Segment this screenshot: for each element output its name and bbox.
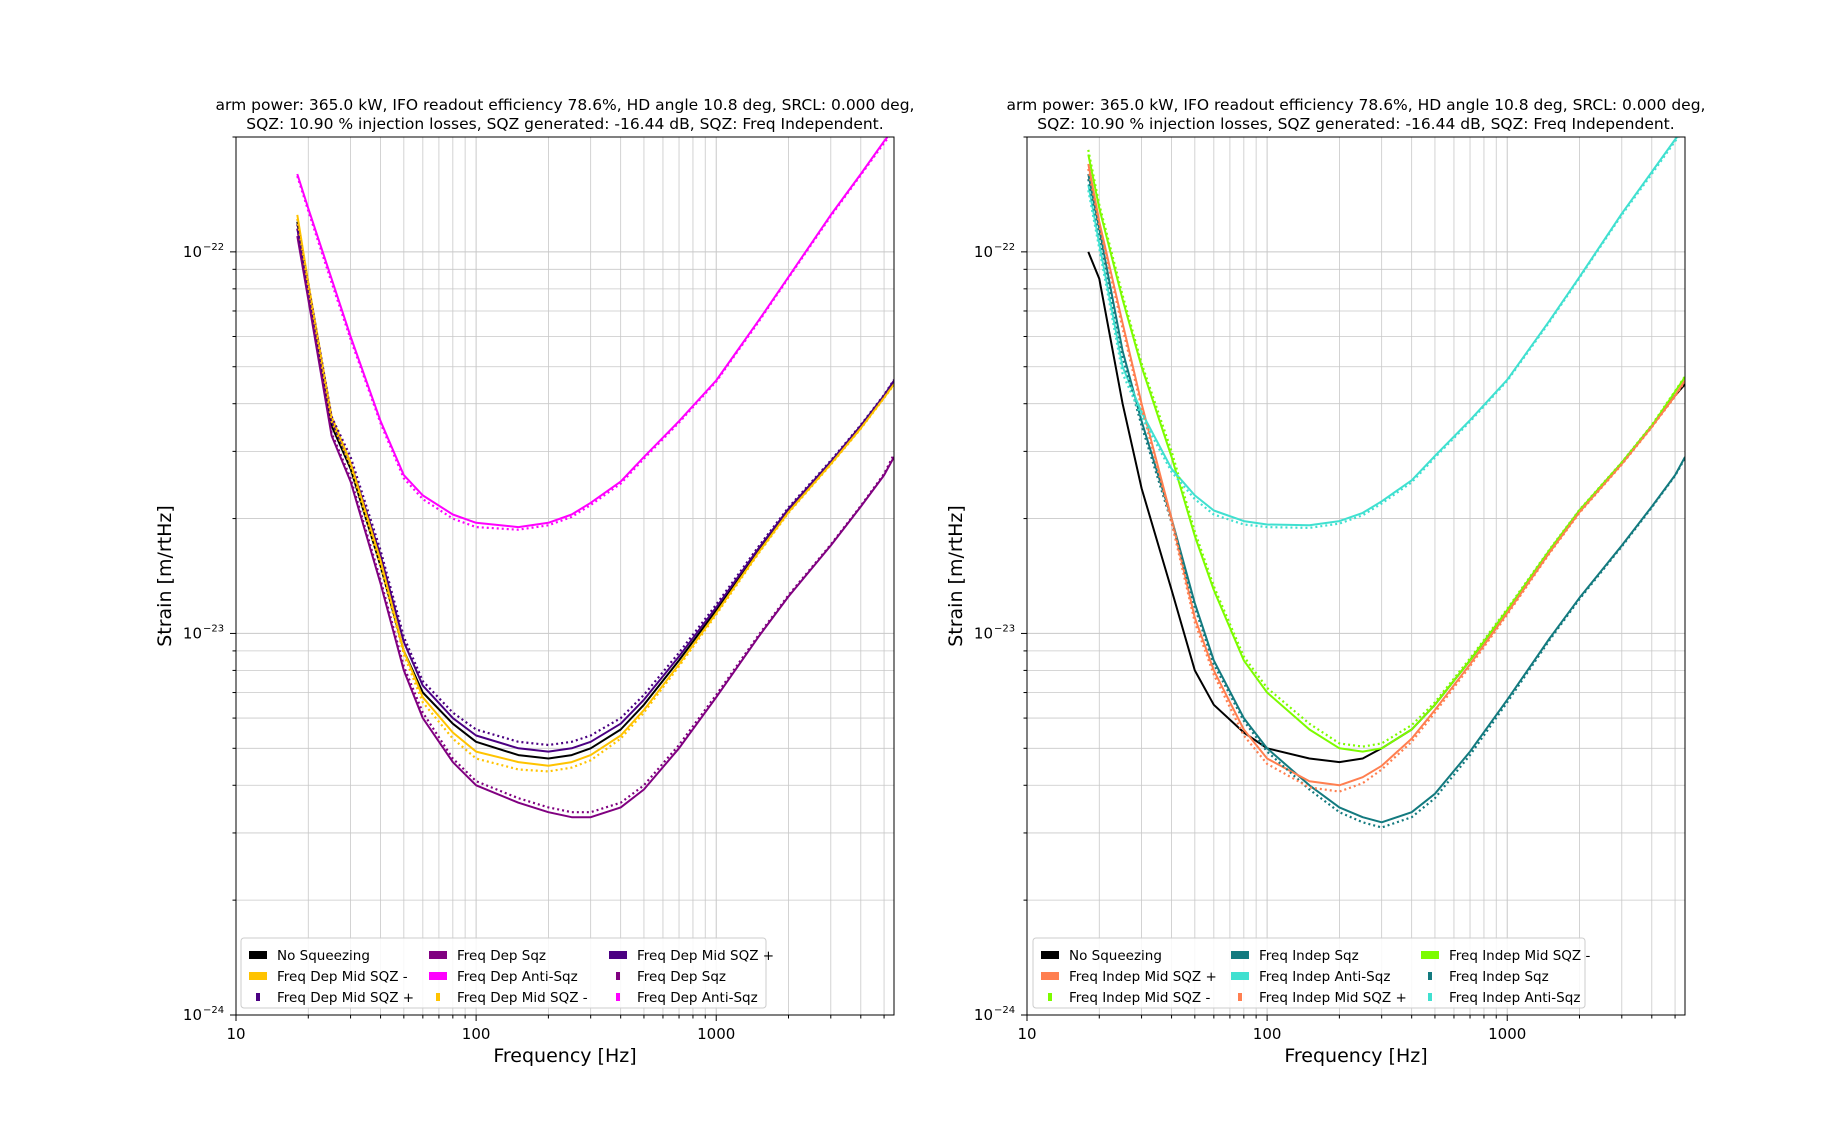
series-line <box>296 218 894 773</box>
legend-label: Freq Indep Mid SQZ - <box>1069 990 1210 1006</box>
legend-swatch <box>1231 951 1249 959</box>
legend-label: Freq Indep Mid SQZ - <box>1449 948 1590 964</box>
y-tick-exponent: −22 <box>994 242 1015 253</box>
legend-swatch <box>1041 951 1059 959</box>
legend-swatch <box>1428 972 1432 980</box>
legend-swatch <box>436 993 440 1001</box>
left-series-lines <box>296 137 894 819</box>
x-tick-label: 1000 <box>1488 1025 1526 1043</box>
left-legend: No Squeezing Freq Dep Mid SQZ - Freq Dep M… <box>240 937 774 1009</box>
right-legend: No Squeezing Freq Indep Mid SQZ + Freq Ind… <box>1032 937 1590 1009</box>
legend-label: Freq Indep Sqz <box>1449 969 1549 985</box>
y-tick-exponent: −24 <box>203 1005 224 1016</box>
legend-label: Freq Dep Anti-Sqz <box>457 969 578 985</box>
legend-label: Freq Indep Mid SQZ + <box>1259 990 1407 1006</box>
legend-label: Freq Indep Anti-Sqz <box>1449 990 1580 1006</box>
legend-swatch <box>1421 951 1439 959</box>
legend-swatch <box>256 993 260 1001</box>
legend-label: Freq Dep Mid SQZ + <box>277 990 414 1006</box>
legend-swatch <box>1231 972 1249 980</box>
left-x-axis-label: Frequency [Hz] <box>493 1045 636 1067</box>
x-tick-label: 100 <box>1253 1025 1282 1043</box>
series-line <box>296 137 889 529</box>
x-tick-label: 100 <box>462 1025 491 1043</box>
x-tick-label: 1000 <box>697 1025 735 1043</box>
legend-swatch <box>1041 972 1059 980</box>
x-tick-label: 10 <box>1017 1025 1036 1043</box>
legend-swatch <box>1428 993 1432 1001</box>
right-y-axis-label: Strain [m/rtHz] <box>945 505 967 647</box>
legend-label: Freq Indep Sqz <box>1259 948 1359 964</box>
right-legend-box <box>1032 937 1586 1009</box>
legend-label: Freq Dep Mid SQZ - <box>457 990 588 1006</box>
left-grid <box>235 136 894 1016</box>
right-series-lines <box>1087 137 1685 829</box>
series-line <box>296 214 894 767</box>
y-tick-exponent: −24 <box>994 1005 1015 1016</box>
legend-swatch <box>249 972 267 980</box>
left-y-axis-label: Strain [m/rtHz] <box>154 505 176 647</box>
series-line <box>1087 137 1680 529</box>
y-tick-label: 10 <box>183 243 202 261</box>
y-tick-label: 10 <box>183 624 202 642</box>
right-plot-frame <box>1026 136 1686 1016</box>
legend-swatch <box>609 951 627 959</box>
y-tick-exponent: −23 <box>994 623 1015 634</box>
legend-label: Freq Indep Mid SQZ + <box>1069 969 1217 985</box>
legend-label: Freq Indep Anti-Sqz <box>1259 969 1390 985</box>
right-x-axis-label: Frequency [Hz] <box>1284 1045 1427 1067</box>
legend-label: Freq Dep Mid SQZ + <box>637 948 774 964</box>
y-tick-exponent: −23 <box>203 623 224 634</box>
left-title-line2: SQZ: 10.90 % injection losses, SQZ gener… <box>246 115 883 133</box>
legend-swatch <box>616 993 620 1001</box>
right-title-line1: arm power: 365.0 kW, IFO readout efficie… <box>1007 96 1706 114</box>
series-line <box>1087 137 1679 527</box>
left-legend-box <box>240 937 767 1009</box>
legend-swatch <box>1238 993 1242 1001</box>
left-plot-frame <box>235 136 895 1016</box>
legend-label: No Squeezing <box>277 948 370 964</box>
y-tick-label: 10 <box>183 1006 202 1024</box>
legend-swatch <box>616 972 620 980</box>
series-line <box>1087 178 1685 829</box>
legend-label: Freq Dep Anti-Sqz <box>637 990 758 1006</box>
legend-swatch <box>249 951 267 959</box>
right-title-line2: SQZ: 10.90 % injection losses, SQZ gener… <box>1037 115 1674 133</box>
series-line <box>296 224 894 747</box>
legend-label: Freq Dep Sqz <box>637 969 726 985</box>
y-tick-label: 10 <box>974 1006 993 1024</box>
y-tick-label: 10 <box>974 243 993 261</box>
legend-swatch <box>429 972 447 980</box>
legend-label: Freq Dep Mid SQZ - <box>277 969 408 985</box>
y-tick-exponent: −22 <box>203 242 224 253</box>
y-tick-label: 10 <box>974 624 993 642</box>
legend-label: No Squeezing <box>1069 948 1162 964</box>
legend-swatch <box>1048 993 1052 1001</box>
series-line <box>296 137 891 531</box>
legend-swatch <box>429 951 447 959</box>
left-title-line1: arm power: 365.0 kW, IFO readout efficie… <box>216 96 915 114</box>
series-line <box>296 228 894 814</box>
x-tick-label: 10 <box>226 1025 245 1043</box>
legend-label: Freq Dep Sqz <box>457 948 546 964</box>
